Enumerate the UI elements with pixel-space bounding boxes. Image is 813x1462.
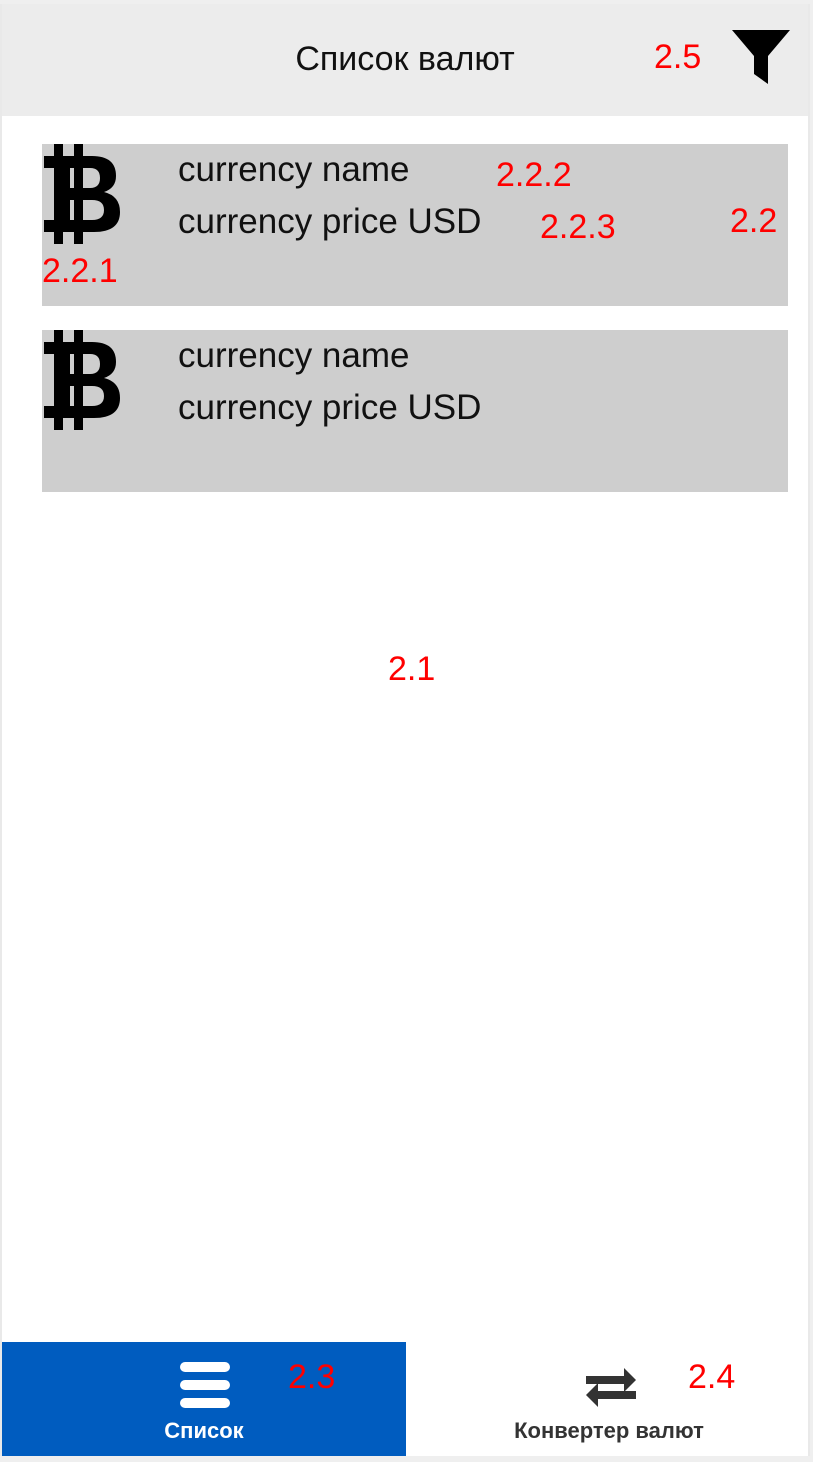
page-title: Список валют	[295, 40, 515, 78]
currency-price: currency price USD	[178, 388, 482, 427]
app-screen: Список валют 2.5 currency name currency …	[0, 4, 810, 1456]
currency-card[interactable]: currency name currency price USD 2.2.2 2…	[42, 144, 788, 306]
annotation-price: 2.2.3	[540, 208, 616, 246]
menu-icon	[180, 1362, 230, 1408]
filter-icon	[732, 30, 790, 84]
annotation-card: 2.2	[730, 202, 778, 240]
swap-arrows-icon	[586, 1368, 636, 1407]
header-bar: Список валют 2.5	[2, 4, 808, 116]
annotation-filter: 2.5	[654, 38, 702, 76]
currency-name: currency name	[178, 336, 410, 375]
annotation-tab-converter: 2.4	[688, 1358, 736, 1396]
annotation-name: 2.2.2	[496, 156, 572, 194]
bitcoin-icon	[42, 144, 122, 244]
currency-card[interactable]: currency name currency price USD	[42, 330, 788, 492]
bottom-tab-bar: Список 2.3 Конвертер валют 2.4	[2, 1342, 808, 1456]
filter-button[interactable]	[730, 24, 792, 86]
tab-converter[interactable]: Конвертер валют 2.4	[406, 1342, 808, 1456]
annotation-tab-list: 2.3	[288, 1358, 336, 1396]
annotation-coin-icon: 2.2.1	[42, 252, 118, 290]
bitcoin-icon	[42, 330, 122, 430]
currency-price: currency price USD	[178, 202, 482, 241]
tab-converter-label: Конвертер валют	[514, 1418, 704, 1443]
currency-name: currency name	[178, 150, 410, 189]
tab-list[interactable]: Список 2.3	[2, 1342, 406, 1456]
tab-list-label: Список	[164, 1418, 244, 1443]
annotation-list-area: 2.1	[388, 650, 436, 688]
